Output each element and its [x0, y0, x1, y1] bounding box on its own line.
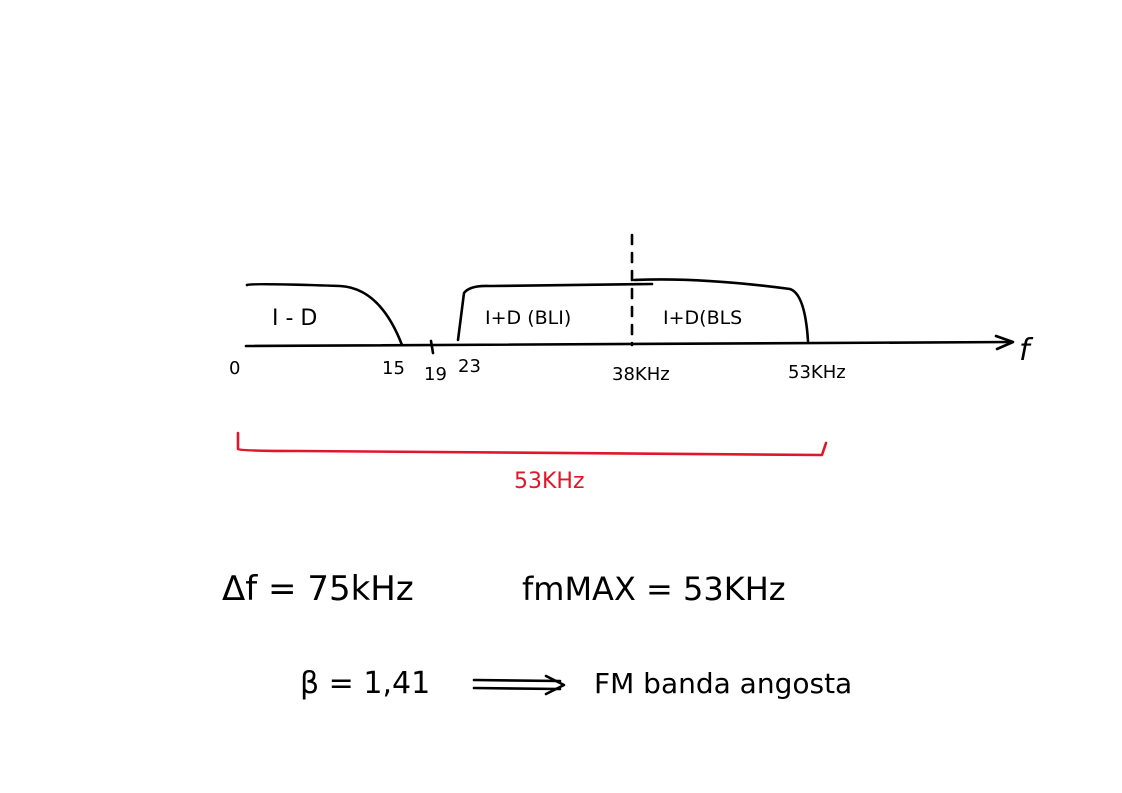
band-left-envelope [245, 282, 404, 347]
tick-label-38khz: 38KHz [612, 364, 670, 385]
tick-label-23: 23 [458, 356, 481, 377]
tick-label-19: 19 [424, 364, 447, 385]
band-label-left: I - D [272, 306, 317, 331]
tick-label-15: 15 [382, 358, 405, 379]
bandwidth-bracket-line [236, 431, 828, 457]
axis-arrowhead-icon [994, 334, 1015, 351]
tick-label-53khz: 53KHz [788, 362, 846, 383]
pilot-tick [429, 339, 435, 355]
band-middle-envelope [456, 282, 654, 342]
bandwidth-label: 53KHz [514, 469, 585, 494]
tick-label-origin: 0 [229, 358, 240, 379]
band-right-envelope [632, 278, 810, 343]
fm-max-formula: fmMAX = 53KHz [522, 570, 786, 608]
band-label-right: I+D(BLS [663, 307, 742, 329]
band-label-middle: I+D (BLI) [485, 307, 571, 329]
conclusion-text: FM banda angosta [594, 667, 852, 700]
beta-formula: β = 1,41 [300, 666, 430, 701]
delta-f-formula: Δf = 75kHz [222, 569, 414, 609]
axis-label: f [1019, 333, 1034, 368]
bandwidth-bracket: 53KHz [236, 431, 828, 494]
frequency-axis: f [244, 333, 1034, 368]
band-envelopes [245, 233, 810, 355]
implication-arrow-icon [472, 674, 566, 696]
axis-line [244, 340, 1014, 348]
